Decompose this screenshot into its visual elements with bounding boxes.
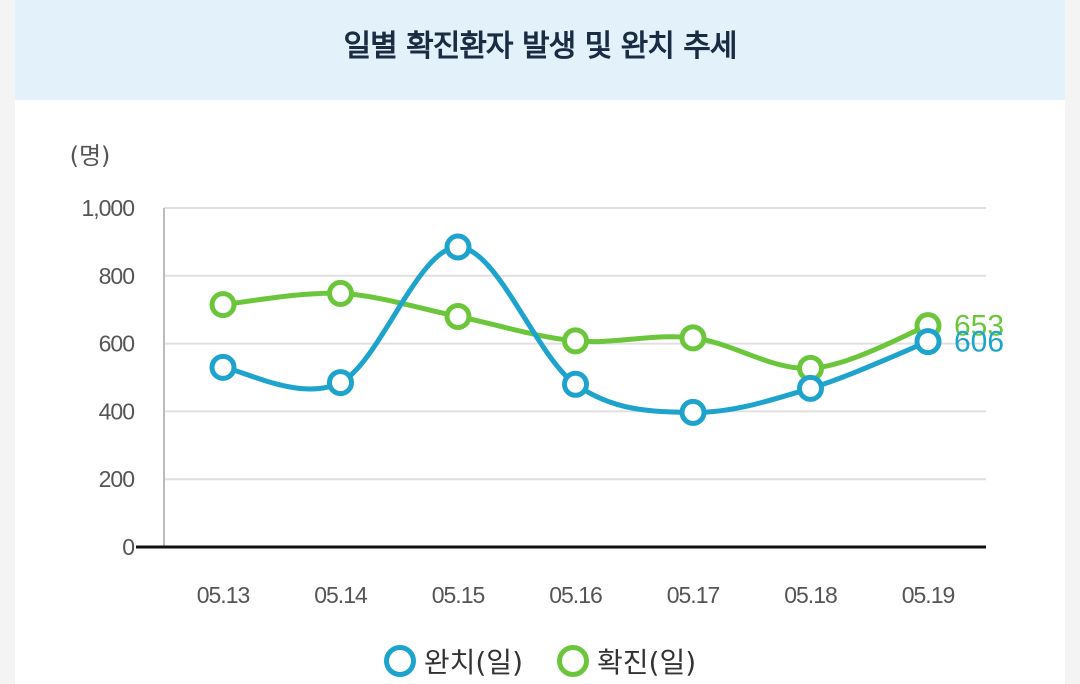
- data-point-recovered: [209, 353, 237, 381]
- legend-marker-confirmed: [557, 645, 589, 677]
- data-point-confirmed: [327, 279, 354, 307]
- data-point-recovered: [914, 328, 942, 356]
- legend-label-recovered: 완치(일): [423, 646, 523, 679]
- end-value-label-recovered: 606: [954, 326, 1004, 359]
- x-tick-label: 05.13: [197, 582, 250, 608]
- y-tick-label: 600: [99, 331, 135, 357]
- end-value-label-confirmed: 653: [954, 310, 1004, 343]
- line-chart: (명) 0 200 400 600 800 1,000 05.13 05.14 05.15 05.1…: [70, 142, 1004, 608]
- data-point-confirmed: [444, 302, 472, 330]
- x-tick-label: 05.16: [549, 582, 602, 608]
- x-tick-label: 05.15: [432, 582, 485, 608]
- legend-label-confirmed: 확진(일): [597, 646, 697, 679]
- y-tick-label: 1,000: [81, 195, 134, 221]
- y-tick-label: 0: [122, 534, 134, 560]
- y-tick-label: 400: [99, 398, 135, 424]
- data-point-confirmed: [209, 291, 237, 319]
- y-tick-label: 800: [99, 263, 135, 289]
- chart-legend: 완치(일) 확진(일): [0, 638, 1080, 684]
- chart-title: 일별 확진환자 발생 및 완치 추세: [343, 29, 737, 64]
- x-tick-label: 05.18: [784, 582, 837, 608]
- x-tick-label: 05.14: [314, 582, 368, 608]
- legend-item-confirmed[interactable]: 확진(일): [557, 641, 696, 681]
- y-tick-label: 200: [99, 466, 135, 492]
- data-point-confirmed: [562, 327, 589, 355]
- y-axis-unit-label: (명): [70, 142, 111, 170]
- data-point-recovered: [444, 233, 472, 261]
- x-tick-label: 05.19: [902, 582, 955, 608]
- x-tick-label: 05.17: [667, 582, 720, 608]
- data-point-confirmed: [679, 324, 707, 352]
- data-point-recovered: [562, 370, 589, 398]
- data-point-recovered: [797, 374, 824, 402]
- data-point-recovered: [327, 369, 354, 397]
- legend-marker-recovered: [383, 645, 416, 677]
- legend-item-recovered[interactable]: 완치(일): [383, 641, 523, 681]
- chart-header: 일별 확진환자 발생 및 완치 추세: [15, 0, 1065, 100]
- data-point-recovered: [679, 398, 707, 426]
